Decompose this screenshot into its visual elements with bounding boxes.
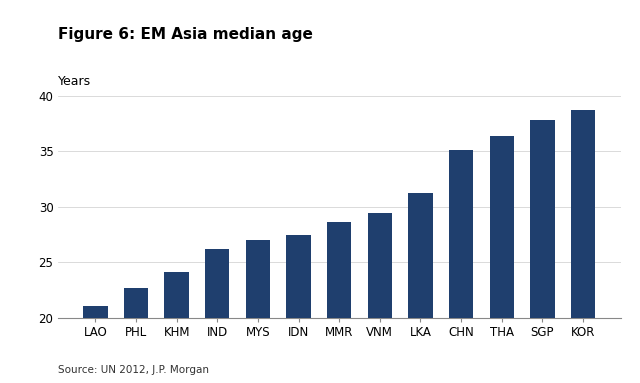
Bar — [490, 136, 514, 318]
Text: Source: UN 2012, J.P. Morgan: Source: UN 2012, J.P. Morgan — [58, 365, 209, 375]
Bar — [327, 223, 351, 318]
Bar — [571, 110, 595, 318]
Bar — [367, 213, 392, 318]
Bar — [449, 150, 474, 318]
Bar — [530, 120, 555, 318]
Bar — [408, 193, 433, 318]
Text: Figure 6: EM Asia median age: Figure 6: EM Asia median age — [58, 27, 312, 42]
Bar — [246, 240, 270, 318]
Bar — [124, 288, 148, 318]
Bar — [286, 234, 311, 318]
Bar — [164, 272, 189, 318]
Text: Years: Years — [58, 75, 91, 88]
Bar — [205, 249, 230, 318]
Bar — [83, 306, 108, 318]
